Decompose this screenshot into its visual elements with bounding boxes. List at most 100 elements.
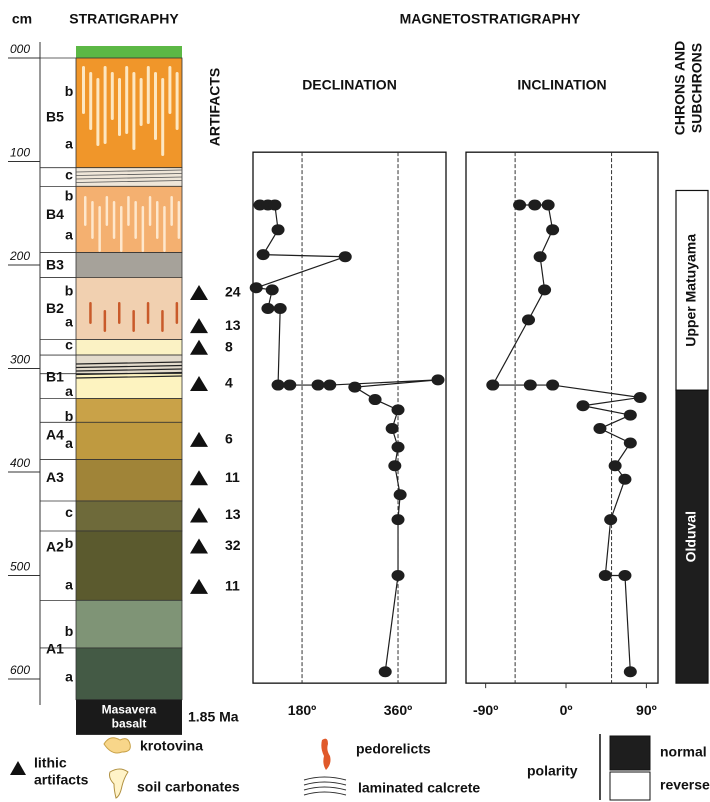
artifact-marker bbox=[190, 318, 208, 334]
calcrete-lamina bbox=[75, 176, 183, 180]
carbonate-icon bbox=[109, 768, 129, 799]
plot-frame bbox=[252, 151, 447, 684]
carbonate-streak bbox=[96, 78, 100, 146]
chrons-header: SUBCHRONS bbox=[689, 43, 705, 133]
sublayer-label: a bbox=[65, 577, 73, 593]
depth-tick-label: 200 bbox=[9, 249, 30, 263]
legend-label: normal bbox=[660, 744, 707, 760]
depth-unit: cm bbox=[12, 11, 32, 27]
data-point bbox=[633, 391, 647, 403]
horizon-label: B5 bbox=[46, 109, 64, 125]
sublayer-label: b bbox=[65, 283, 74, 299]
x-tick-label: 360º bbox=[384, 702, 412, 718]
data-point bbox=[598, 570, 612, 581]
data-point bbox=[385, 423, 399, 435]
chrons-header: CHRONS AND bbox=[672, 41, 688, 135]
data-point bbox=[576, 400, 590, 412]
depth-tick-label: 000 bbox=[10, 42, 30, 56]
age-label: 1.85 Ma bbox=[188, 708, 239, 724]
basalt-label: basalt bbox=[112, 716, 147, 730]
chart-title: DECLINATION bbox=[302, 77, 397, 93]
layer bbox=[75, 459, 183, 502]
layer bbox=[75, 530, 183, 601]
carbonate-streak bbox=[82, 66, 85, 114]
carbonate-streak bbox=[156, 201, 159, 239]
data-point bbox=[323, 379, 337, 391]
carbonate-streak bbox=[110, 72, 114, 120]
sublayer-label: a bbox=[65, 136, 73, 152]
pedorelict bbox=[103, 310, 107, 332]
carbonate-streak bbox=[134, 201, 137, 239]
calcrete-lamina bbox=[75, 368, 183, 372]
data-point bbox=[391, 404, 405, 416]
normal-swatch bbox=[609, 735, 651, 771]
carbonate-streak bbox=[141, 206, 145, 252]
artifact-marker bbox=[190, 431, 208, 447]
data-point bbox=[338, 251, 352, 263]
artifact-count: 11 bbox=[225, 469, 240, 485]
artifact-count: 4 bbox=[225, 375, 233, 391]
data-point bbox=[618, 570, 632, 581]
legend-label: polarity bbox=[527, 763, 578, 779]
calcrete-icon bbox=[303, 776, 347, 796]
data-point bbox=[311, 379, 325, 391]
data-point bbox=[486, 379, 500, 391]
chron bbox=[675, 189, 709, 391]
carbonate-streak bbox=[91, 201, 94, 239]
artifact-count: 8 bbox=[225, 339, 233, 355]
horizon-label: A1 bbox=[46, 641, 64, 657]
calcrete-lamina bbox=[75, 371, 183, 376]
carbonate-streak bbox=[105, 196, 109, 226]
pedorelict bbox=[175, 302, 179, 324]
data-point bbox=[265, 284, 279, 296]
data-point bbox=[604, 514, 618, 526]
carbonate-streak bbox=[175, 72, 179, 130]
horizon-label: A2 bbox=[46, 538, 64, 554]
depth-tick-label: 600 bbox=[10, 663, 30, 677]
data-point bbox=[271, 379, 285, 391]
data-point bbox=[391, 441, 405, 453]
artifact-marker bbox=[190, 376, 208, 392]
carbonate-streak bbox=[103, 66, 107, 144]
data-point bbox=[368, 394, 382, 406]
data-point bbox=[391, 570, 405, 581]
layer bbox=[75, 252, 183, 278]
data-point bbox=[431, 374, 445, 386]
data-point bbox=[608, 460, 622, 472]
legend-label: reverse bbox=[660, 777, 710, 793]
data-point bbox=[528, 199, 542, 211]
legend-label: artifacts bbox=[34, 772, 89, 788]
horizon-label: A3 bbox=[46, 469, 64, 485]
carbonate-streak bbox=[132, 72, 136, 150]
sublayer-label: b bbox=[65, 187, 74, 203]
column-texture bbox=[75, 66, 183, 379]
basalt bbox=[76, 699, 182, 735]
carbonate-streak bbox=[177, 201, 181, 239]
legend-label: laminated calcrete bbox=[358, 780, 480, 796]
artifact-count: 24 bbox=[225, 284, 241, 300]
pedorelict bbox=[118, 302, 121, 324]
data-point bbox=[256, 249, 270, 261]
sublayer-label: b bbox=[65, 83, 74, 99]
artifacts-header: ARTIFACTS bbox=[207, 68, 223, 147]
carbonate-streak bbox=[112, 201, 116, 239]
krotovina-icon bbox=[103, 737, 131, 754]
legend-label: soil carbonates bbox=[137, 779, 240, 795]
data-point bbox=[546, 224, 560, 236]
sublayer-label: c bbox=[65, 504, 73, 520]
horizon-label: A4 bbox=[46, 426, 64, 442]
x-tick-label: 0º bbox=[560, 702, 573, 718]
x-tick-label: 180º bbox=[288, 702, 316, 718]
sublayer-label: a bbox=[65, 383, 73, 399]
sublayer-label: b bbox=[65, 535, 74, 551]
chron-label: Upper Matuyama bbox=[683, 234, 699, 347]
x-tick-label: 90º bbox=[636, 702, 657, 718]
carbonate-streak bbox=[125, 66, 129, 134]
artifact-count: 13 bbox=[225, 317, 241, 333]
plot-frame bbox=[465, 151, 659, 684]
pedorelict bbox=[132, 310, 135, 332]
legend-triangle bbox=[10, 761, 26, 775]
pedorelict bbox=[89, 302, 92, 324]
layer bbox=[75, 277, 183, 340]
